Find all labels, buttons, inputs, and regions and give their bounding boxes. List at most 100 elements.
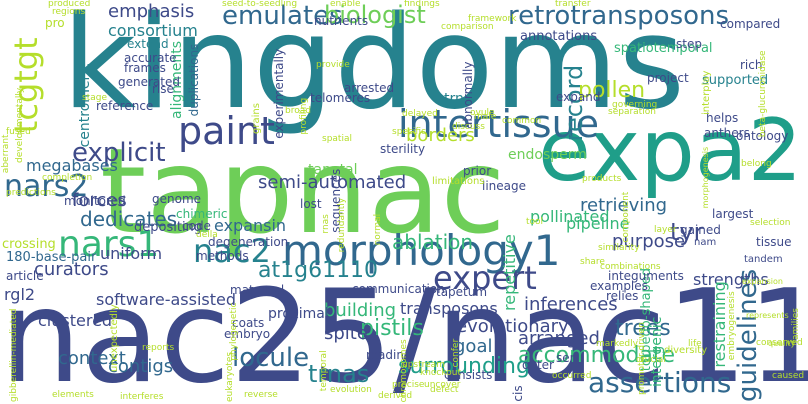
cloud-word: delayed: [402, 109, 438, 119]
cloud-word: experimentally: [272, 48, 286, 139]
cloud-word: grains: [251, 103, 262, 134]
cloud-word: emphasis: [108, 1, 195, 22]
cloud-word: represents: [746, 311, 789, 320]
cloud-word: aberrant: [1, 134, 11, 174]
cloud-word: evolutionary: [456, 316, 569, 337]
cloud-word: morphology1: [282, 226, 561, 275]
cloud-word: expa2: [538, 101, 803, 201]
cloud-word: monitored: [64, 194, 126, 208]
cloud-word: tool: [526, 217, 544, 227]
cloud-word: common: [502, 116, 542, 126]
cloud-word: redundantly: [337, 197, 347, 253]
cloud-word: tapetal: [308, 162, 358, 178]
cloud-word: tissue: [756, 235, 792, 249]
cloud-word: caused: [772, 371, 805, 381]
cloud-word: predictions: [6, 188, 56, 198]
cloud-word: prior: [463, 164, 492, 178]
cloud-word: genome: [152, 192, 202, 206]
cloud-word: relies: [606, 289, 639, 303]
cloud-word: interplay: [701, 70, 712, 115]
cloud-word: reverse: [244, 390, 278, 400]
cloud-word: unexpectedly: [109, 304, 120, 372]
cloud-word: nars1: [58, 224, 160, 265]
cloud-word: software-assisted: [96, 290, 237, 309]
cloud-word: embryogenesis: [727, 291, 737, 361]
cloud-word: duplications: [187, 43, 201, 117]
cloud-word: pollen: [578, 78, 646, 103]
cloud-word: tandem: [744, 254, 783, 265]
cloud-word: rich: [740, 58, 763, 72]
cloud-word: nac25/nac11: [0, 263, 808, 404]
cloud-word: promoter-driven: [637, 322, 647, 395]
cloud-word: consortium: [108, 21, 198, 40]
cloud-word: gained: [680, 223, 721, 237]
cloud-word: pollinated: [530, 207, 610, 226]
cloud-word: code: [182, 219, 211, 233]
cloud-word: dedicates: [80, 207, 178, 231]
cloud-word: endosperm: [508, 147, 587, 163]
cloud-word: selection: [750, 218, 791, 228]
cloud-word: phylogenetic: [229, 302, 239, 361]
cloud-word: uncover: [424, 380, 461, 390]
cloud-word: purpose: [612, 231, 686, 252]
cloud-word: regions: [52, 7, 86, 17]
cloud-word: compared: [720, 17, 781, 31]
cloud-word: male: [474, 112, 497, 122]
cloud-word: anthers: [704, 126, 750, 140]
cloud-word: crucial: [636, 355, 666, 365]
cloud-word: retrotransposons: [508, 1, 730, 31]
cloud-word: normal: [373, 213, 383, 246]
cloud-word: expand: [556, 90, 601, 104]
cloud-word: inferences: [524, 294, 618, 315]
cloud-word: limitations: [432, 176, 485, 187]
cloud-word: nac2: [193, 232, 271, 270]
cloud-word: nam: [694, 237, 717, 248]
cloud-word: evolution: [330, 385, 372, 395]
cloud-word: integuments: [608, 269, 684, 283]
cloud-word: cis: [511, 385, 525, 402]
cloud-word: tyr: [670, 218, 704, 246]
cloud-word: supported: [702, 73, 769, 88]
cloud-word: article: [6, 269, 44, 283]
cloud-word: conserved: [756, 338, 803, 348]
cloud-word: degeneration: [208, 235, 289, 249]
cloud-word: kingdoms: [62, 0, 685, 138]
cloud-word: developmentally: [15, 87, 25, 163]
cloud-word: arranged: [518, 328, 600, 349]
cloud-word: nutrients: [314, 14, 369, 28]
cloud-word: megabases: [26, 156, 118, 175]
cloud-word: markedly: [596, 339, 638, 349]
cloud-word: nars2: [4, 169, 89, 204]
cloud-word: coats: [232, 316, 265, 330]
cloud-word: examples: [590, 279, 648, 293]
cloud-word: expansion: [742, 277, 783, 286]
cloud-word: combinations: [600, 262, 661, 272]
cloud-word: abnormally: [461, 61, 475, 129]
cloud-word: broad: [285, 106, 311, 116]
cloud-word: separation: [608, 107, 656, 117]
cloud-word: surrounding: [398, 354, 530, 379]
cloud-word: produced: [48, 0, 91, 9]
cloud-word: profiling: [299, 97, 309, 135]
cloud-word: ser: [556, 351, 575, 365]
cloud-word: depositing: [134, 220, 203, 235]
cloud-word: borders: [406, 125, 475, 146]
cloud-word: generated: [118, 75, 180, 89]
cloud-word: repetitive: [500, 234, 519, 311]
cloud-word: precise: [392, 380, 425, 390]
cloud-word: derived: [378, 391, 413, 401]
cloud-word: arrested: [344, 81, 395, 95]
cloud-word: clustered: [38, 311, 113, 330]
cloud-word: component: [621, 191, 631, 243]
cloud-word: governing: [612, 100, 658, 110]
cloud-word: maternal: [230, 283, 285, 297]
cloud-word: centromeric: [77, 63, 93, 148]
cloud-word: rnas: [321, 214, 331, 234]
cloud-word: assertions: [588, 366, 732, 399]
cloud-word: crossing: [2, 237, 56, 252]
cloud-word: belong: [741, 159, 772, 169]
cloud-word: ontology: [736, 129, 789, 143]
cloud-word: discuss: [452, 122, 485, 132]
cloud-word: retrieving: [580, 195, 668, 216]
cloud-word: uniform: [100, 244, 163, 263]
